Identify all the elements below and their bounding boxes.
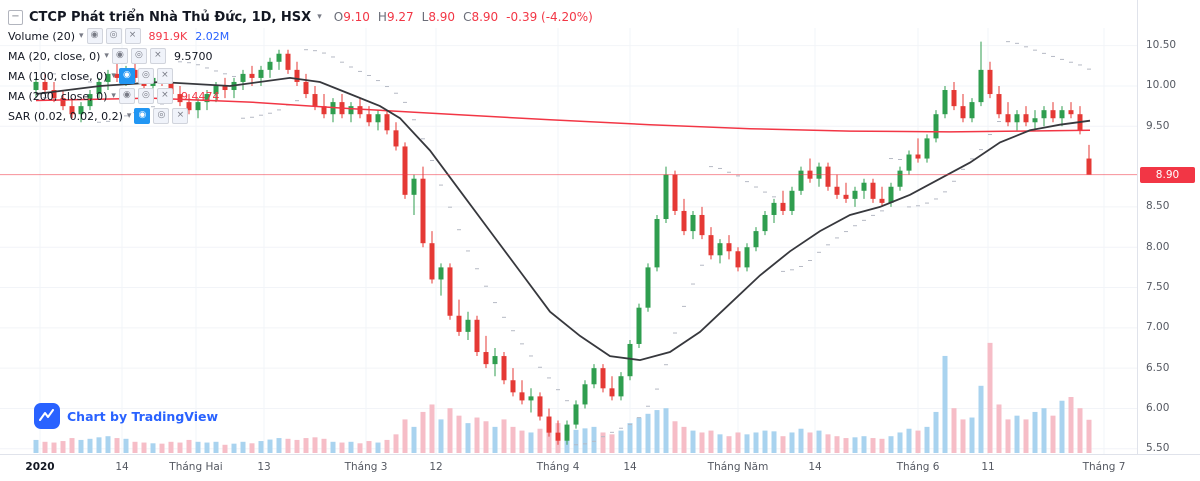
time-axis-label: Tháng 3 — [344, 461, 388, 473]
close-value: 8.90 — [471, 10, 499, 24]
tradingview-attribution[interactable]: Chart by TradingView — [34, 403, 218, 429]
price-axis[interactable]: 8.90 10.50 10.00 9.50 8.50 8.00 7.50 7.00 6.50 6… — [1137, 0, 1200, 455]
ohlc-readout: O9.10 H9.27 L8.90 C8.90 -0.39 (-4.20%) — [334, 10, 593, 24]
attribution-text: Chart by TradingView — [67, 408, 219, 424]
chevron-down-icon: ▾ — [104, 51, 109, 61]
indicator-row[interactable]: MA (20, close, 0) ▾ ◉ ◎ × 9.5700 — [8, 46, 593, 66]
indicator-row[interactable]: SAR (0.02, 0.02, 0.2) ▾ ◉ ◎ × — [8, 106, 593, 126]
time-axis[interactable]: 2020 14 Tháng Hai 13 Tháng 3 12 Tháng 4 14 Tháng… — [0, 454, 1200, 481]
indicator-row[interactable]: MA (100, close, 0) ▾ ◉ ◎ × — [8, 66, 593, 86]
indicator-value: 9.5700 — [173, 49, 213, 63]
time-axis-label: Tháng 4 — [536, 461, 580, 473]
indicator-name: Volume (20) — [8, 29, 75, 43]
indicator-name: MA (200, close, 0) — [8, 89, 108, 103]
price-axis-label: 7.00 — [1146, 321, 1170, 334]
time-axis-label: Tháng 6 — [896, 461, 940, 473]
eye-icon[interactable]: ◉ — [86, 28, 103, 44]
price-axis-label: 8.50 — [1146, 200, 1170, 213]
symbol-header-row: − CTCP Phát triển Nhà Thủ Đức, 1D, HSX ▾… — [8, 8, 593, 26]
eye-icon[interactable]: ◉ — [118, 68, 135, 84]
indicator-row[interactable]: MA (200, close, 0) ▾ ◉ ◎ × 9.4474 — [8, 86, 593, 106]
eye-icon[interactable]: ◉ — [111, 48, 128, 64]
delete-icon[interactable]: × — [149, 48, 166, 64]
eye-icon[interactable]: ◉ — [134, 108, 151, 124]
settings-icon[interactable]: ◎ — [137, 68, 154, 84]
price-axis-label: 6.50 — [1146, 361, 1170, 374]
change-value: -0.39 (-4.20%) — [506, 10, 593, 24]
delete-icon[interactable]: × — [156, 88, 173, 104]
chevron-down-icon: ▾ — [317, 12, 322, 22]
price-axis-label: 5.50 — [1146, 442, 1170, 455]
price-axis-label: 10.00 — [1146, 79, 1177, 92]
open-label: O — [333, 10, 344, 24]
time-axis-label: Tháng Hai — [169, 461, 223, 473]
delete-icon[interactable]: × — [172, 108, 189, 124]
settings-icon[interactable]: ◎ — [153, 108, 170, 124]
collapse-legend-icon[interactable]: − — [8, 9, 23, 25]
high-value: 9.27 — [386, 10, 414, 24]
indicator-value: 891.9K — [148, 29, 188, 43]
settings-icon[interactable]: ◎ — [137, 88, 154, 104]
time-axis-label: 11 — [981, 461, 995, 473]
settings-icon[interactable]: ◎ — [105, 28, 122, 44]
price-axis-label: 9.50 — [1146, 119, 1170, 132]
delete-icon[interactable]: × — [156, 68, 173, 84]
indicator-name: MA (100, close, 0) — [8, 69, 108, 83]
last-price-badge: 8.90 — [1140, 166, 1195, 183]
time-axis-label: 14 — [808, 461, 822, 473]
chevron-down-icon: ▾ — [111, 91, 116, 101]
low-label: L — [421, 10, 429, 24]
indicator-row[interactable]: Volume (20) ▾ ◉ ◎ × 891.9K 2.02M — [8, 26, 593, 46]
low-value: 8.90 — [428, 10, 456, 24]
indicator-rows: Volume (20) ▾ ◉ ◎ × 891.9K 2.02M MA (20, close,… — [8, 26, 593, 126]
open-value: 9.10 — [343, 10, 370, 24]
time-axis-label: 2020 — [25, 461, 55, 473]
indicator-value: 2.02M — [195, 29, 230, 43]
time-axis-label: 14 — [623, 461, 637, 473]
price-axis-label: 6.00 — [1146, 401, 1170, 414]
indicator-name: MA (20, close, 0) — [8, 49, 101, 63]
legend-panel: − CTCP Phát triển Nhà Thủ Đức, 1D, HSX ▾… — [8, 8, 593, 126]
chevron-down-icon: ▾ — [126, 111, 132, 121]
indicator-name: SAR (0.02, 0.02, 0.2) — [8, 109, 123, 123]
price-axis-label: 7.50 — [1146, 281, 1170, 294]
time-axis-label: Tháng Năm — [707, 461, 769, 473]
eye-icon[interactable]: ◉ — [118, 88, 135, 104]
indicator-value: 9.4474 — [180, 89, 220, 103]
price-axis-label: 10.50 — [1146, 39, 1177, 52]
chevron-down-icon: ▾ — [111, 71, 116, 81]
delete-icon[interactable]: × — [124, 28, 141, 44]
price-axis-label: 8.00 — [1146, 240, 1170, 253]
settings-icon[interactable]: ◎ — [130, 48, 147, 64]
time-axis-label: Tháng 7 — [1082, 461, 1126, 473]
time-axis-label: 13 — [257, 461, 271, 473]
tradingview-logo-icon — [34, 403, 60, 429]
chevron-down-icon: ▾ — [79, 31, 84, 41]
close-label: C — [463, 10, 472, 24]
symbol-title[interactable]: CTCP Phát triển Nhà Thủ Đức, 1D, HSX — [29, 9, 312, 25]
high-label: H — [377, 10, 387, 24]
time-axis-label: 14 — [115, 461, 129, 473]
time-axis-label: 12 — [429, 461, 443, 473]
